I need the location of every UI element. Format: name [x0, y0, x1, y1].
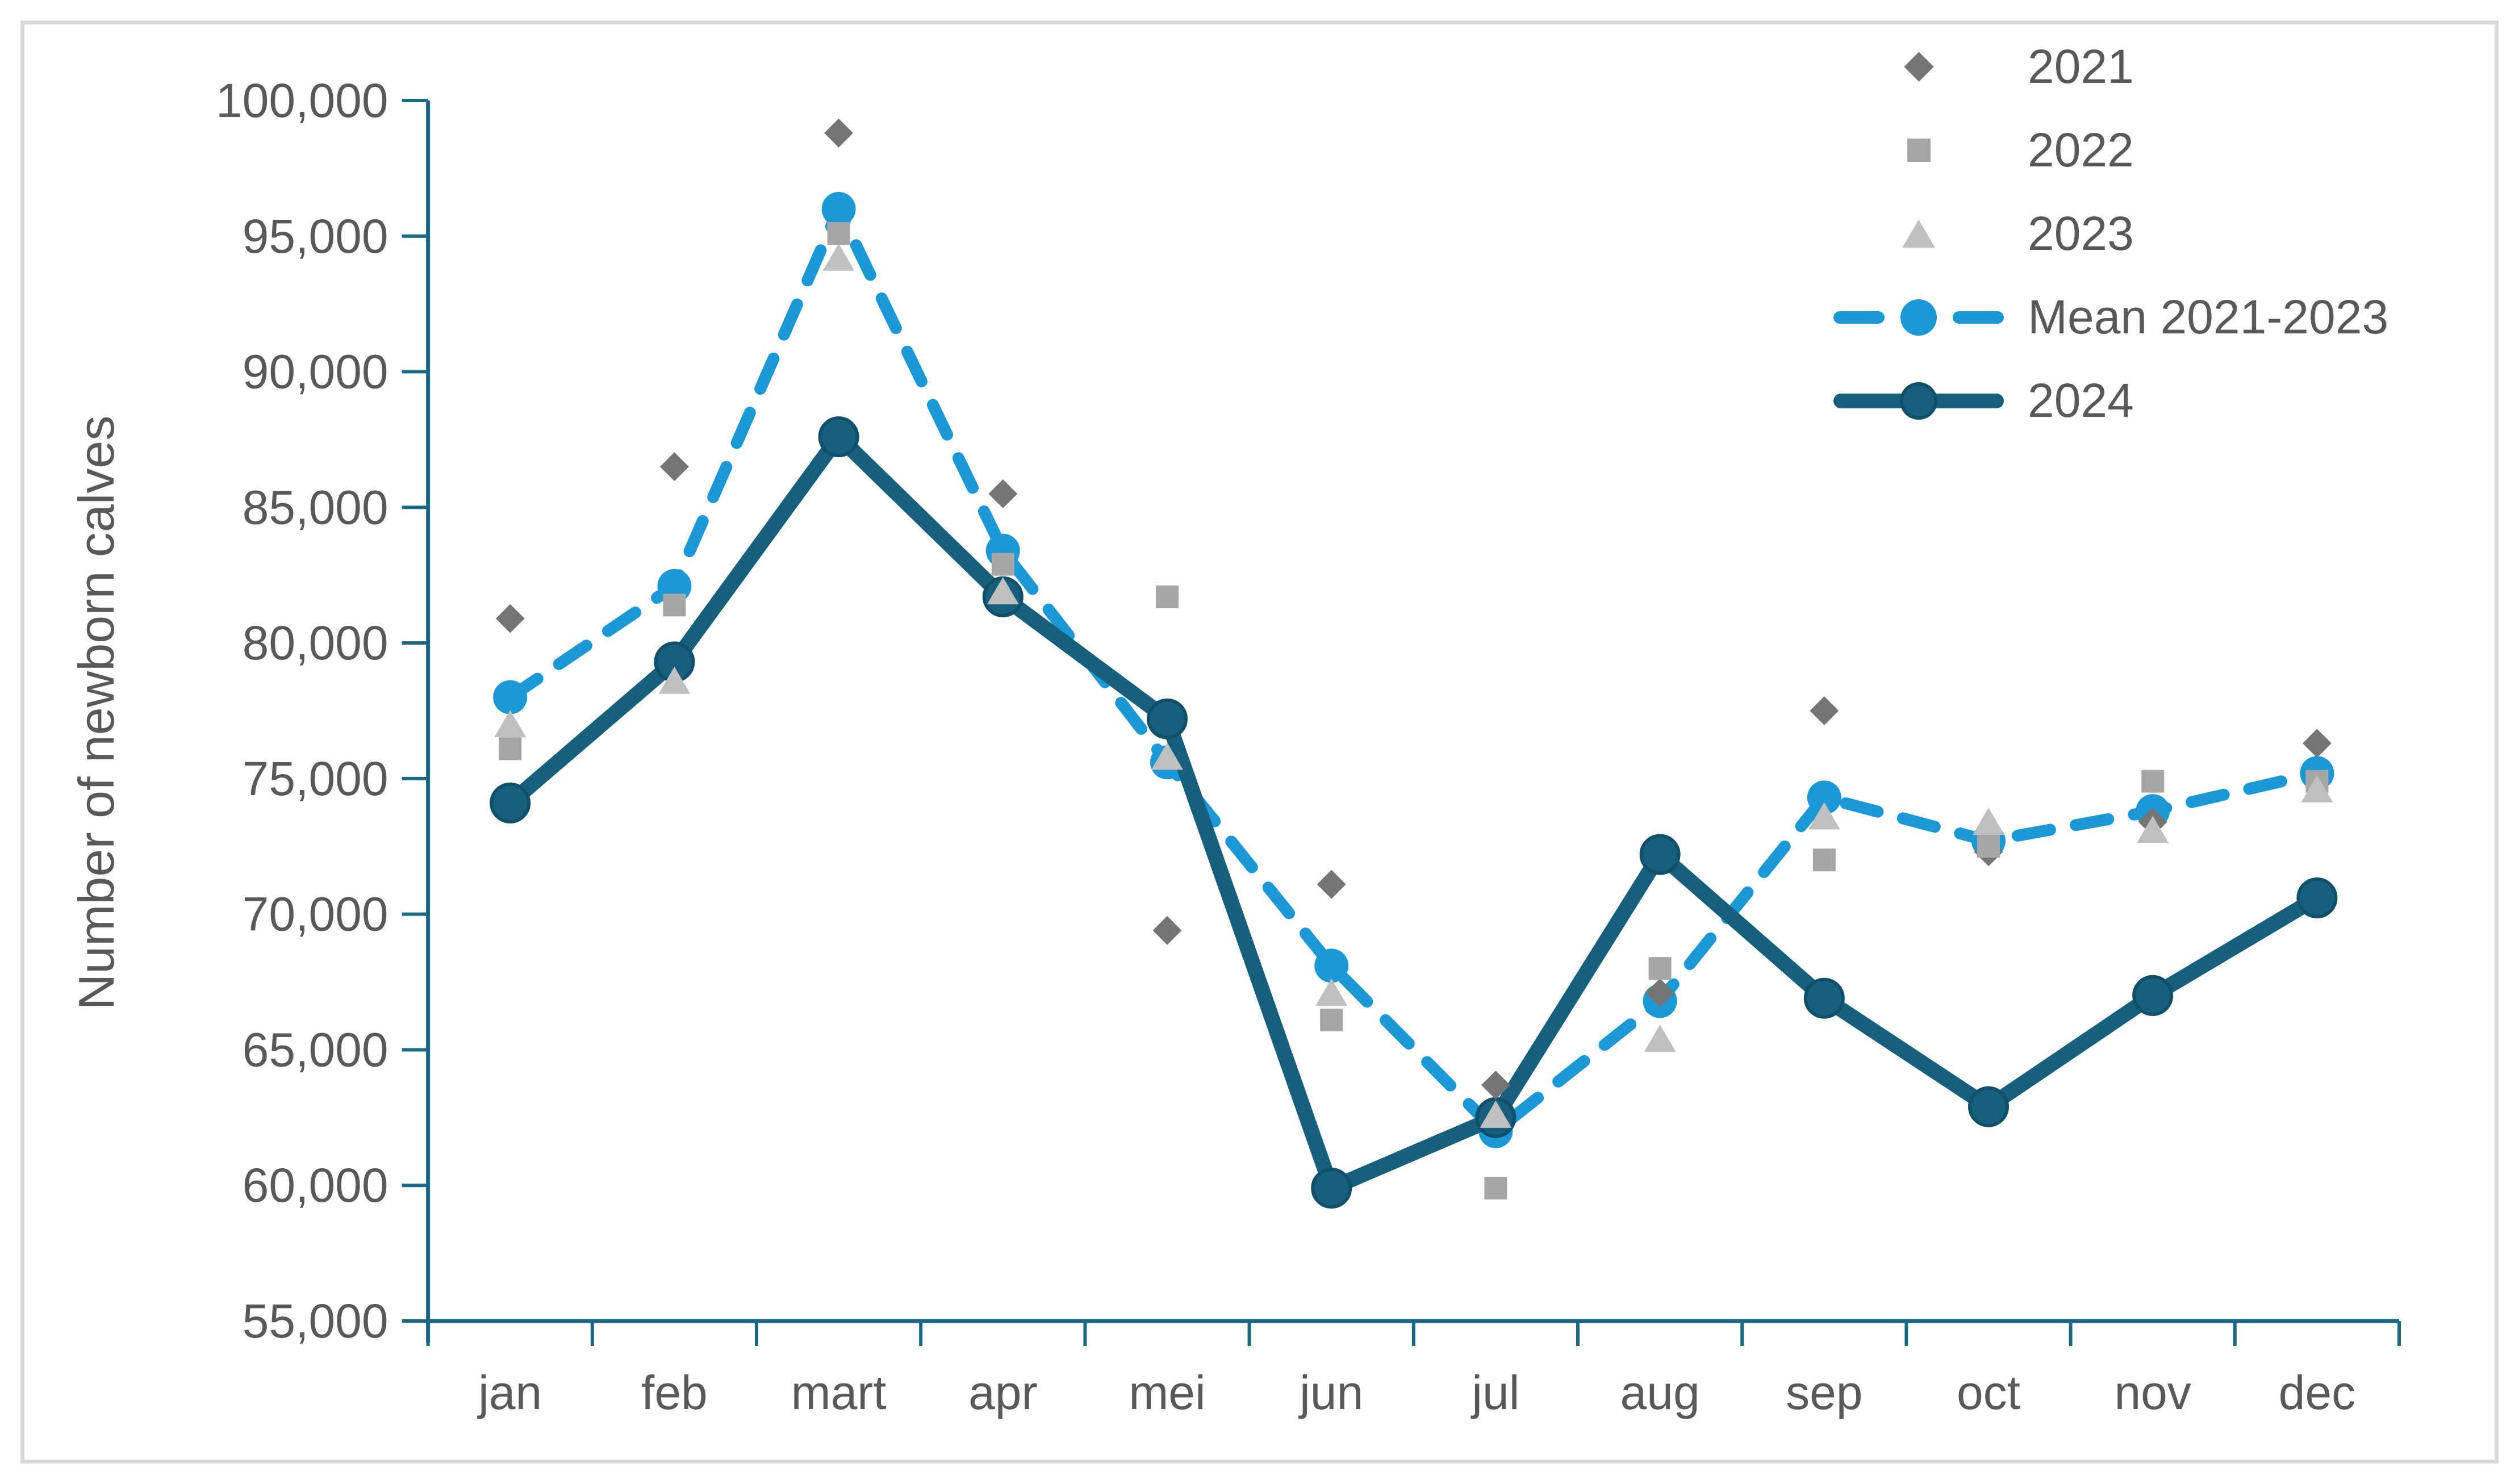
marker-triangle-2023 [1808, 802, 1840, 830]
marker-square-2022 [1977, 835, 2000, 858]
marker-diamond-2021 [988, 479, 1018, 508]
marker-circle-2024 [1639, 834, 1681, 875]
marker-square-2022 [1156, 585, 1179, 608]
marker-diamond-2021 [1810, 696, 1839, 725]
legend-marker-box [1833, 211, 2004, 257]
marker-square-2022 [1484, 1176, 1507, 1199]
diamond-icon [1903, 52, 1934, 82]
marker-triangle-2023 [1151, 742, 1183, 770]
marker-square-2022 [499, 737, 522, 760]
y-tick-label: 95,000 [243, 210, 388, 263]
marker-square-2022 [991, 553, 1014, 576]
triangle-icon [1902, 220, 1935, 248]
x-category-label: sep [1786, 1366, 1862, 1419]
x-category-label: dec [2279, 1366, 2355, 1419]
marker-circle-2024 [818, 416, 859, 458]
marker-diamond-2021 [1317, 870, 1346, 899]
legend-label: 2024 [2028, 374, 2134, 427]
marker-circle-Mean 2021-2023 [493, 680, 528, 714]
marker-triangle-2023 [1973, 808, 2004, 835]
y-axis-title: Number of newborn calves [68, 415, 124, 1010]
x-category-label: nov [2114, 1366, 2191, 1419]
x-category-label: jun [1298, 1366, 1363, 1419]
marker-triangle-2023 [822, 243, 855, 271]
marker-diamond-2021 [1152, 916, 1182, 945]
marker-triangle-2023 [987, 577, 1019, 605]
series-line-2024 [502, 429, 2325, 1196]
marker-diamond-2021 [495, 604, 525, 633]
x-category-label: oct [1957, 1366, 2020, 1419]
y-tick-label: 100,000 [216, 74, 388, 127]
dashed-line-circle-icon [1833, 295, 2004, 340]
x-category-label: jan [477, 1366, 542, 1419]
legend-item-2021: 2021 [1833, 25, 2388, 108]
marker-circle-2024 [1803, 977, 1845, 1019]
y-tick-label: 55,000 [243, 1294, 388, 1348]
marker-circle-2024 [2132, 975, 2174, 1016]
marker-triangle-2023 [1480, 1100, 1512, 1128]
marker-square-2022 [663, 593, 686, 617]
marker-triangle-2023 [2301, 775, 2333, 802]
legend-label: 2022 [2028, 123, 2134, 177]
marker-triangle-2023 [1315, 978, 1348, 1006]
marker-triangle-2023 [2137, 816, 2169, 843]
solid-line-circle-icon [1833, 378, 2004, 424]
marker-circle-2024 [1968, 1086, 2009, 1127]
marker-circle-2024 [1311, 1167, 1352, 1209]
x-category-label: apr [968, 1366, 1037, 1419]
x-category-label: mei [1129, 1366, 1205, 1419]
legend-dash-right [1953, 311, 2004, 324]
y-tick-label: 70,000 [243, 888, 388, 941]
legend-marker-box [1833, 44, 2004, 90]
marker-diamond-2021 [2302, 729, 2332, 758]
y-tick-label: 75,000 [243, 752, 388, 805]
legend-item-2022: 2022 [1833, 108, 2388, 192]
y-tick-label: 60,000 [243, 1159, 388, 1212]
marker-circle-Mean 2021-2023 [1314, 948, 1349, 983]
marker-circle-2024 [1147, 698, 1188, 739]
marker-triangle-2023 [658, 666, 691, 694]
x-category-label: aug [1620, 1366, 1700, 1419]
square-icon [1907, 139, 1931, 162]
legend: 2021 2022 2023 Mean 2021-2023 202 [1833, 25, 2388, 442]
legend-circle [1900, 299, 1937, 336]
x-category-label: jul [1470, 1366, 1519, 1419]
marker-circle-Mean 2021-2023 [821, 192, 856, 227]
x-category-label: mart [791, 1366, 887, 1419]
y-tick-label: 65,000 [243, 1023, 388, 1076]
series-line-Mean 2021-2023 [504, 203, 2323, 1138]
marker-diamond-2021 [659, 452, 689, 482]
legend-dash-left [1833, 311, 1885, 324]
x-category-label: feb [641, 1366, 708, 1419]
y-tick-label: 90,000 [243, 345, 388, 399]
y-tick-label: 85,000 [243, 480, 388, 534]
y-tick-label: 80,000 [243, 616, 388, 670]
legend-label: Mean 2021-2023 [2028, 290, 2389, 344]
marker-triangle-2023 [1644, 1025, 1676, 1052]
legend-circle [1900, 382, 1937, 420]
chart-frame [20, 20, 2499, 1464]
marker-square-2022 [1320, 1008, 1343, 1031]
legend-marker-box [1833, 378, 2004, 424]
legend-item-2024: 2024 [1833, 359, 2388, 442]
marker-circle-2024 [2296, 877, 2338, 919]
marker-square-2022 [1812, 848, 1836, 872]
marker-square-2022 [1648, 957, 1672, 980]
marker-square-2022 [2141, 770, 2165, 793]
legend-label: 2023 [2028, 207, 2134, 260]
legend-marker-box [1833, 295, 2004, 340]
legend-item-2023: 2023 [1833, 192, 2388, 275]
marker-square-2022 [827, 222, 850, 245]
marker-diamond-2021 [824, 118, 854, 148]
legend-item-mean-2021-2023: Mean 2021-2023 [1833, 275, 2388, 359]
legend-marker-box [1833, 128, 2004, 173]
marker-circle-2024 [490, 782, 531, 823]
marker-triangle-2023 [494, 710, 527, 738]
marker-circle-Mean 2021-2023 [1807, 780, 1841, 815]
legend-label: 2021 [2028, 40, 2134, 93]
